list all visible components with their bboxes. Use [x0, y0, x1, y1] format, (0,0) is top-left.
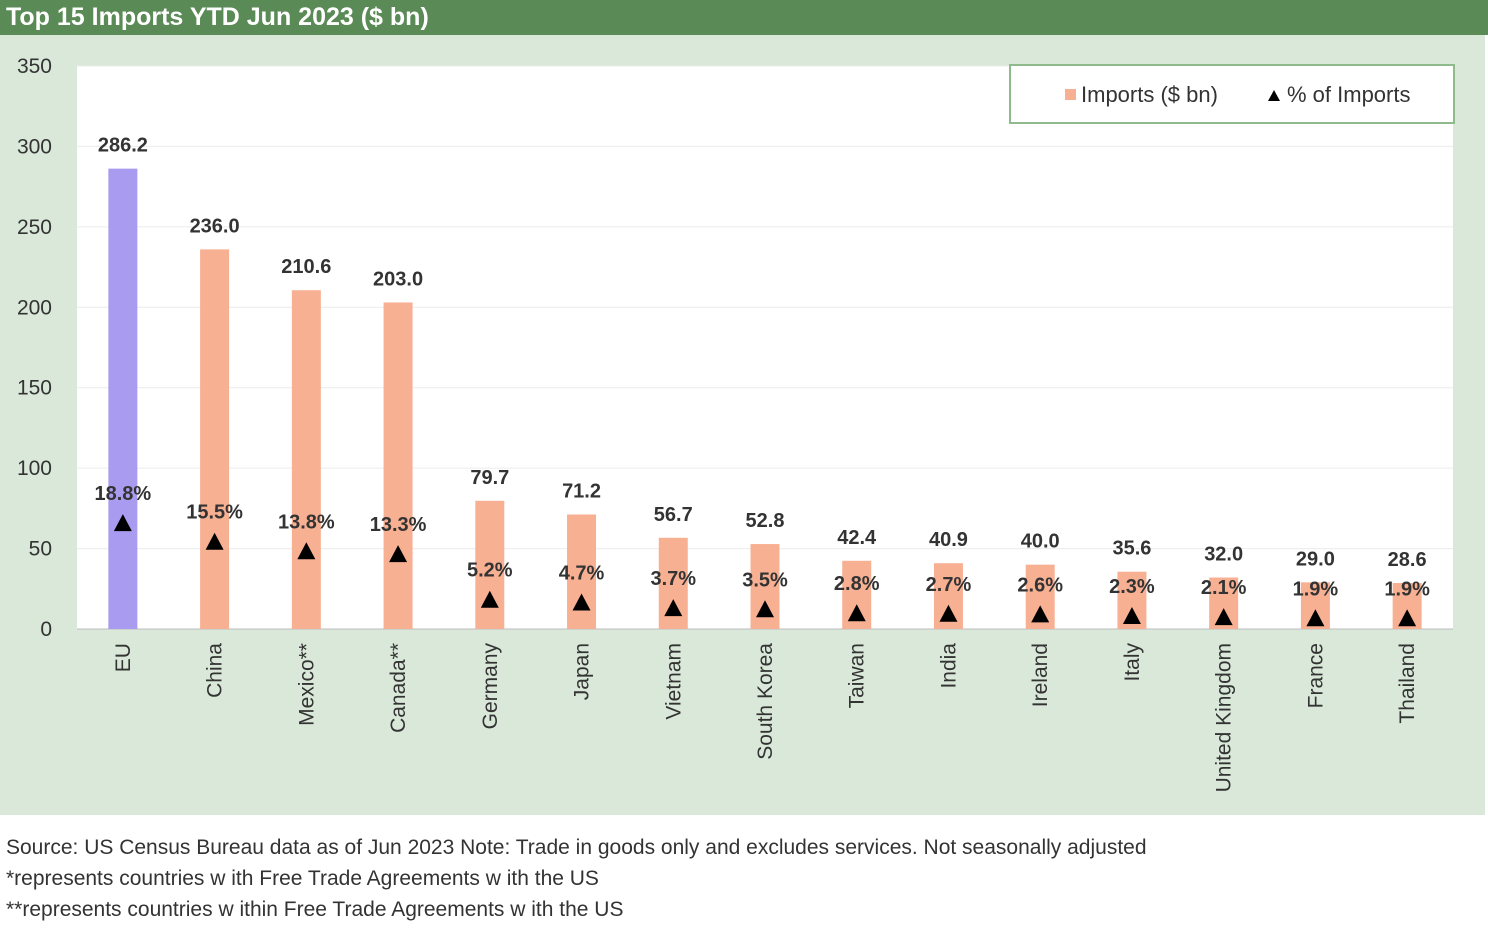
legend-label-imports: Imports ($ bn) — [1081, 82, 1218, 107]
footer-note-fta: *represents countries w ith Free Trade A… — [6, 867, 599, 890]
category-label: India — [937, 643, 960, 689]
pct-marker — [480, 590, 499, 608]
legend-box — [1009, 64, 1455, 124]
pct-value-label: 2.3% — [1109, 576, 1155, 598]
footer-notes: Source: US Census Bureau data as of Jun … — [6, 832, 1147, 925]
category-label: Mexico** — [295, 643, 318, 726]
footer-source: Source: US Census Bureau data as of Jun … — [6, 836, 1147, 859]
category-label: EU — [112, 643, 135, 672]
pct-value-label: 3.7% — [650, 568, 696, 590]
bar-value-label: 35.6 — [1112, 538, 1151, 560]
pct-labels: 18.8% 15.5% 13.8% 13.3% 5.2% 4.7% 3.7% 3.5% 2.8%… — [95, 483, 1431, 600]
legend-swatch-triangle — [1268, 90, 1280, 101]
footer-note-fta-within: **represents countries w ithin Free Trad… — [6, 898, 624, 921]
bar-value-label: 286.2 — [98, 135, 148, 157]
title-bar: Top 15 Imports YTD Jun 2023 ($ bn) — [0, 0, 1488, 35]
pct-value-label: 2.7% — [926, 574, 972, 596]
category-labels: EU China Mexico** Canada** Germany Japan Vietn… — [112, 643, 1419, 793]
category-label: South Korea — [754, 643, 777, 760]
pct-marker — [572, 593, 591, 611]
bar-value-label: 71.2 — [562, 480, 601, 502]
pct-value-label: 15.5% — [186, 502, 243, 524]
category-label: Thailand — [1396, 643, 1419, 724]
bar-china — [200, 249, 230, 629]
category-label: Japan — [571, 643, 594, 700]
pct-value-label: 1.9% — [1293, 578, 1339, 600]
bars — [108, 168, 1422, 629]
pct-value-label: 4.7% — [559, 563, 605, 585]
pct-value-label: 5.2% — [467, 560, 513, 582]
category-label: Ireland — [1029, 643, 1052, 707]
category-label: Taiwan — [846, 643, 869, 708]
y-tick-label: 350 — [17, 55, 52, 78]
y-tick-label: 0 — [40, 618, 52, 641]
pct-value-label: 1.9% — [1384, 578, 1430, 600]
chart-svg: 0 50 100 150 200 250 300 350 286.2 236.0 210.6 203… — [17, 55, 1455, 793]
pct-marker — [1306, 609, 1325, 627]
legend: Imports ($ bn) % of Imports — [1009, 64, 1455, 124]
pct-marker — [939, 604, 958, 622]
legend-swatch-imports — [1065, 89, 1076, 100]
pct-marker — [1122, 607, 1141, 625]
bar-value-label: 42.4 — [837, 527, 877, 549]
category-label: Germany — [479, 643, 502, 730]
y-axis-ticks: 0 50 100 150 200 250 300 350 — [17, 55, 52, 641]
category-label: Canada** — [387, 643, 410, 733]
pct-value-label: 2.1% — [1201, 577, 1247, 599]
pct-marker — [1398, 609, 1417, 627]
pct-marker — [756, 600, 774, 618]
pct-value-label: 2.8% — [834, 573, 880, 595]
category-label: Vietnam — [662, 643, 685, 720]
y-tick-label: 300 — [17, 135, 52, 158]
pct-marker — [1031, 605, 1050, 623]
bar-eu — [108, 168, 138, 629]
pct-marker — [847, 604, 866, 622]
pct-value-label: 3.5% — [742, 569, 788, 591]
y-tick-label: 250 — [17, 216, 52, 239]
markers — [113, 514, 1417, 627]
y-tick-label: 200 — [17, 296, 52, 319]
pct-value-label: 13.3% — [370, 514, 427, 536]
bar-value-label: 56.7 — [654, 504, 693, 526]
pct-marker — [389, 545, 408, 563]
bar-value-label: 40.0 — [1021, 531, 1060, 553]
category-label: China — [204, 643, 227, 698]
category-label: United Kingdom — [1213, 643, 1236, 792]
bar-value-label: 203.0 — [373, 268, 423, 290]
chart-title: Top 15 Imports YTD Jun 2023 ($ bn) — [6, 3, 429, 31]
bar-labels: 286.2 236.0 210.6 203.0 79.7 71.2 56.7 52.8 42.4… — [98, 135, 1427, 571]
pct-marker — [1214, 608, 1233, 626]
legend-label-pct: % of Imports — [1287, 82, 1410, 107]
bar-value-label: 236.0 — [190, 215, 240, 237]
bar-canada — [383, 302, 413, 629]
pct-value-label: 18.8% — [95, 483, 152, 505]
chart-area: 0 50 100 150 200 250 300 350 286.2 236.0 210.6 203… — [0, 35, 1485, 815]
pct-marker — [113, 514, 132, 532]
category-label: Italy — [1121, 643, 1144, 682]
bar-mexico — [291, 290, 321, 629]
bar-value-label: 32.0 — [1204, 544, 1243, 566]
bar-value-label: 28.6 — [1388, 549, 1427, 571]
bar-value-label: 40.9 — [929, 529, 968, 551]
bar-value-label: 52.8 — [746, 510, 785, 532]
bar-value-label: 29.0 — [1296, 548, 1335, 570]
bar-value-label: 79.7 — [470, 467, 509, 489]
pct-marker — [664, 599, 683, 617]
pct-value-label: 13.8% — [278, 511, 335, 533]
y-tick-label: 50 — [29, 538, 52, 561]
y-tick-label: 100 — [17, 457, 52, 480]
y-tick-label: 150 — [17, 377, 52, 400]
category-label: France — [1304, 643, 1327, 708]
pct-marker — [205, 532, 224, 550]
pct-value-label: 2.6% — [1017, 574, 1063, 596]
pct-marker — [297, 542, 316, 560]
bar-value-label: 210.6 — [281, 256, 331, 278]
